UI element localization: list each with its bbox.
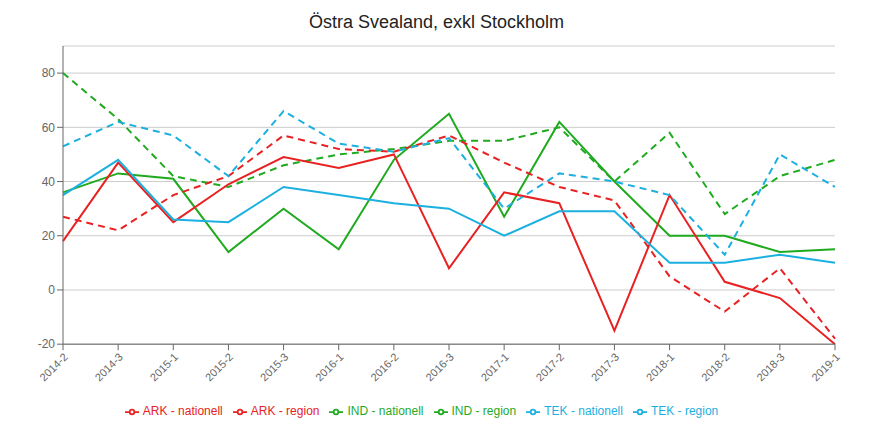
svg-text:0: 0: [48, 283, 55, 297]
svg-text:40: 40: [42, 175, 56, 189]
svg-text:2015-3: 2015-3: [258, 351, 291, 384]
svg-text:2017-3: 2017-3: [589, 351, 622, 384]
svg-text:20: 20: [42, 229, 56, 243]
svg-text:2017-1: 2017-1: [478, 351, 511, 384]
svg-text:2015-2: 2015-2: [203, 351, 236, 384]
svg-text:2018-2: 2018-2: [699, 351, 732, 384]
html-text:IND - nationell: IND - nationell: [347, 404, 424, 419]
svg-text:2018-3: 2018-3: [754, 351, 787, 384]
html-text:IND - region: IND - region: [451, 404, 517, 419]
html-text:TEK - nationell: TEK - nationell: [544, 404, 623, 419]
svg-text:2014-3: 2014-3: [92, 351, 125, 384]
svg-text:80: 80: [42, 66, 56, 80]
html-text:ARK - nationell: ARK - nationell: [142, 404, 223, 419]
svg-text:2019-1: 2019-1: [809, 351, 842, 384]
svg-text:60: 60: [42, 121, 56, 135]
svg-text:2016-3: 2016-3: [423, 351, 456, 384]
svg-text:2014-2: 2014-2: [37, 351, 70, 384]
svg-text:2016-1: 2016-1: [313, 351, 346, 384]
html-text:TEK - region: TEK - region: [650, 404, 719, 419]
svg-text:2016-2: 2016-2: [368, 351, 401, 384]
html-text:ARK - region: ARK - region: [250, 404, 320, 419]
svg-text:-20: -20: [38, 337, 56, 351]
html-text:Östra Svealand, exkl Stockholm: Östra Svealand, exkl Stockholm: [308, 12, 565, 32]
svg-text:2015-1: 2015-1: [148, 351, 181, 384]
svg-text:2018-1: 2018-1: [644, 351, 677, 384]
svg-text:2017-2: 2017-2: [534, 351, 567, 384]
